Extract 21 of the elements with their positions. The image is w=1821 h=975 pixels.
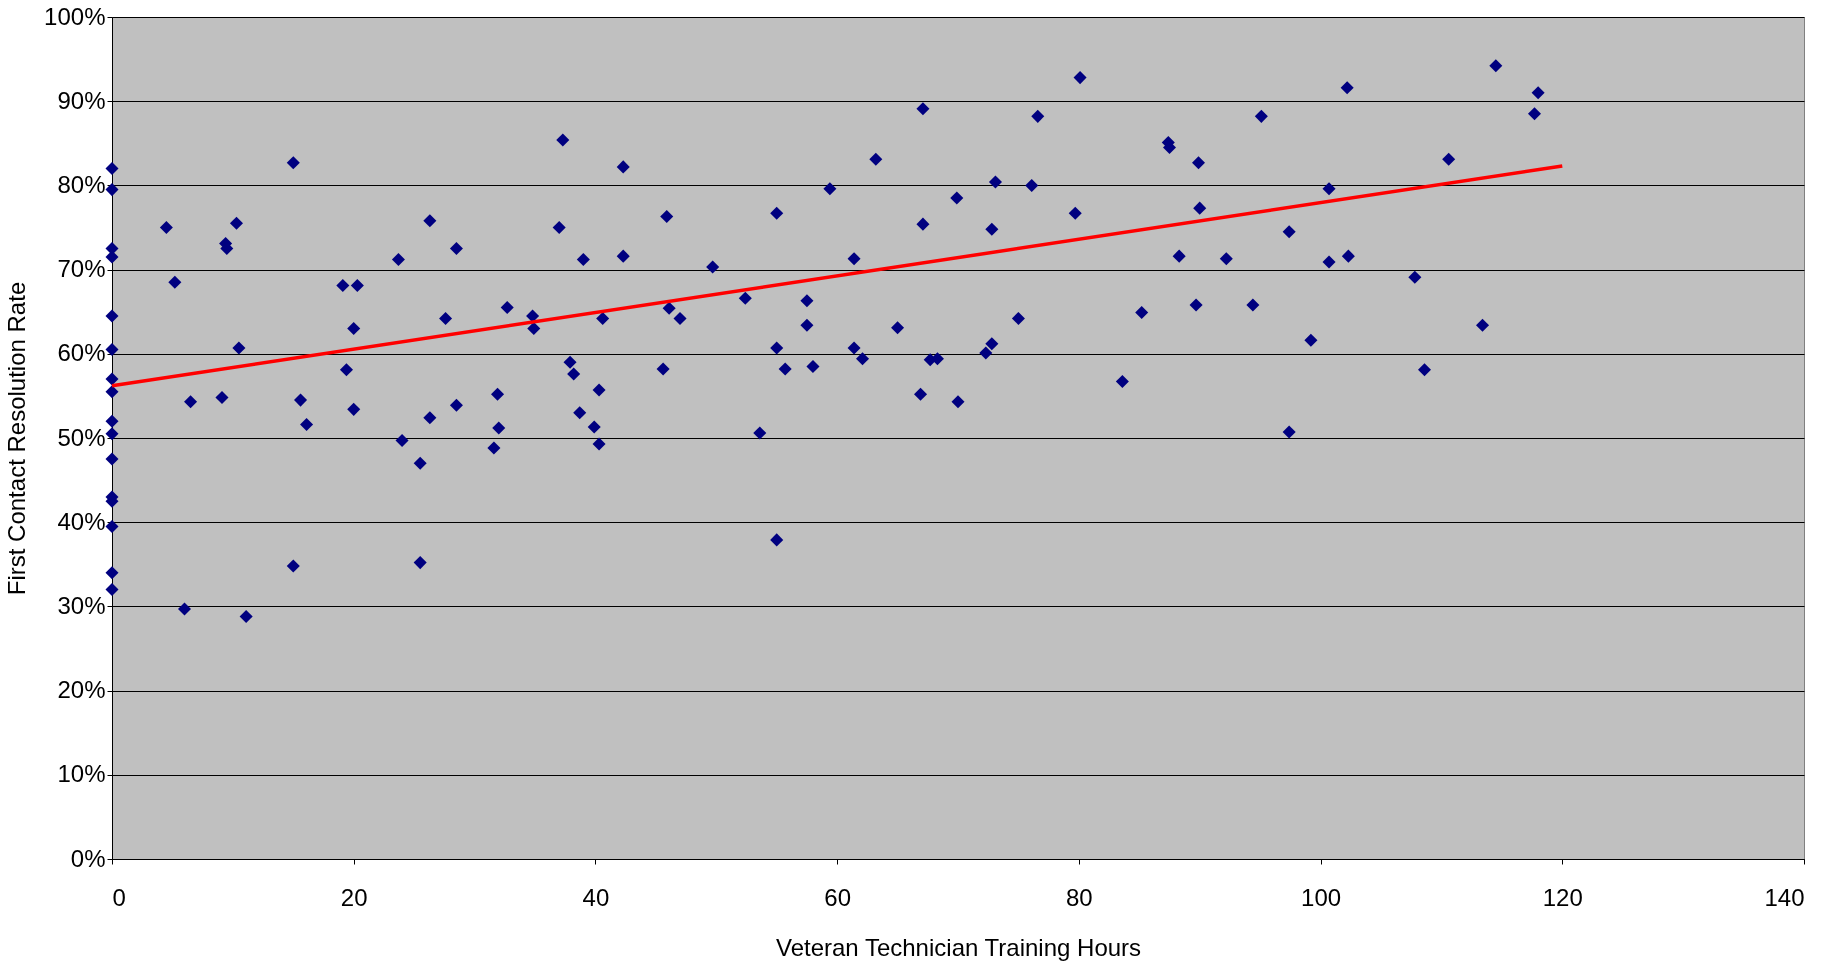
y-tick-label: 100% (44, 2, 106, 30)
y-tick-label: 30% (57, 591, 106, 619)
x-tick-label: 0 (112, 883, 126, 911)
y-tick-label: 10% (57, 760, 106, 788)
y-tick-label: 90% (57, 86, 106, 114)
y-tick-label: 40% (57, 507, 106, 535)
y-tick-label: 70% (57, 255, 106, 283)
y-tick-label: 60% (57, 339, 106, 367)
y-tick-label: 0% (70, 844, 106, 872)
x-tick-label: 40 (582, 883, 610, 911)
x-tick-label: 20 (340, 883, 368, 911)
x-tick-label: 140 (1764, 883, 1805, 911)
y-tick-label: 80% (57, 170, 106, 198)
x-axis-title: Veteran Technician Training Hours (775, 933, 1142, 961)
y-axis-title: First Contact Resolution Rate (3, 281, 31, 596)
x-tick-label: 100 (1301, 883, 1342, 911)
x-tick-label: 120 (1542, 883, 1583, 911)
x-tick-label: 60 (824, 883, 851, 911)
y-tick-label: 50% (57, 423, 106, 451)
x-tick-label: 80 (1066, 883, 1093, 911)
y-tick-label: 20% (57, 676, 106, 704)
